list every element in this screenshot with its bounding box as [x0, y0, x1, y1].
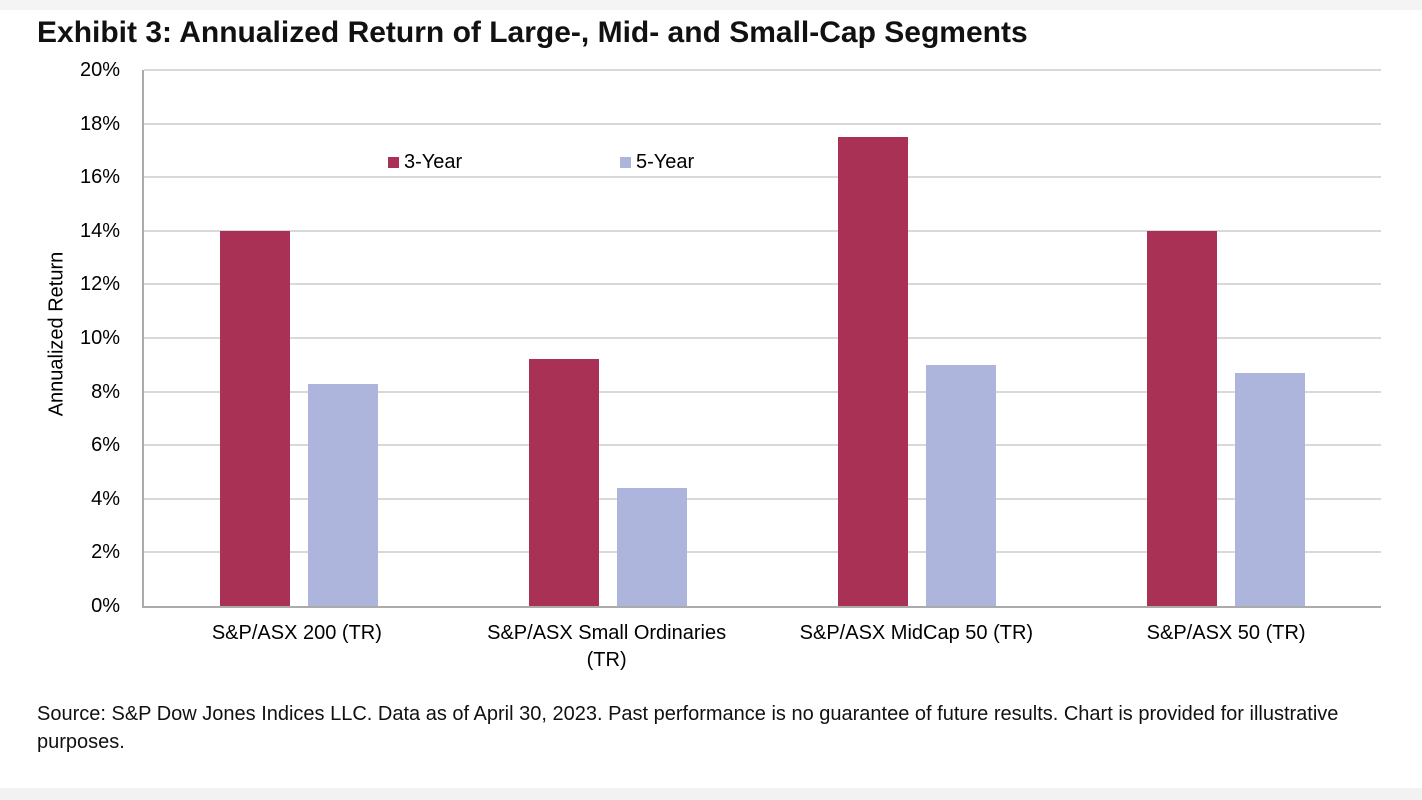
gridline: [144, 497, 1381, 500]
y-tick-label: 4%: [91, 487, 120, 510]
x-axis-category-label: S&P/ASX 50 (TR): [1146, 622, 1306, 644]
gridline: [144, 176, 1381, 179]
legend-swatch: [388, 156, 399, 168]
bar-5-year: [307, 383, 378, 606]
gridline: [144, 283, 1381, 286]
gridline: [144, 69, 1381, 71]
bar-5-year: [616, 488, 687, 606]
bar-groups: [144, 70, 1381, 606]
gridline: [144, 337, 1381, 339]
bar-3-year: [1147, 230, 1218, 606]
chart-title: Exhibit 3: Annualized Return of Large-, …: [37, 16, 1028, 49]
top-edge-strip: [0, 0, 1422, 10]
gridline: [144, 122, 1381, 125]
bar-group: [1072, 70, 1381, 606]
source-note: Source: S&P Dow Jones Indices LLC. Data …: [37, 703, 1339, 753]
legend-label: 3-Year: [404, 150, 463, 173]
bar-3-year: [219, 230, 290, 606]
bar-3-year: [838, 137, 909, 606]
y-tick-label: 14%: [79, 219, 120, 242]
y-tick-label: 18%: [79, 112, 120, 135]
legend-label: 5-Year: [636, 150, 695, 173]
y-tick-label: 6%: [91, 434, 120, 457]
legend-item-5-year: 5-Year: [620, 150, 694, 174]
bar-5-year: [1235, 372, 1306, 606]
bottom-edge-strip: [0, 788, 1422, 800]
gridline: [144, 390, 1381, 393]
y-tick-label: 16%: [79, 166, 120, 189]
legend-item-3-year: 3-Year: [388, 150, 462, 174]
y-tick-label: 0%: [91, 595, 120, 617]
plot-area: 3-Year 5-Year: [142, 69, 1381, 608]
y-tick-label: 12%: [79, 273, 120, 296]
bar-3-year: [528, 359, 599, 606]
bar-group: [763, 70, 1072, 606]
x-axis-category-label: S&P/ASX Small Ordinaries (TR): [487, 622, 727, 671]
gridline: [144, 229, 1381, 232]
x-axis-category-label: S&P/ASX MidCap 50 (TR): [799, 622, 1034, 644]
legend-swatch: [620, 156, 631, 168]
y-tick-label: 10%: [79, 327, 120, 349]
y-axis-ticks: 20% 18% 16% 14% 12% 10% 8% 6% 4% 2% 0%: [0, 59, 130, 617]
x-axis-labels: S&P/ASX 200 (TR) S&P/ASX Small Ordinaries…: [142, 620, 1381, 674]
bar-group: [144, 70, 453, 606]
bar-group: [453, 70, 762, 606]
bar-5-year: [926, 364, 997, 606]
y-tick-label: 20%: [79, 59, 120, 81]
gridline: [144, 444, 1381, 447]
gridline: [144, 551, 1381, 554]
y-tick-label: 8%: [91, 380, 120, 403]
y-tick-label: 2%: [91, 541, 120, 564]
x-axis-category-label: S&P/ASX 200 (TR): [211, 622, 382, 644]
